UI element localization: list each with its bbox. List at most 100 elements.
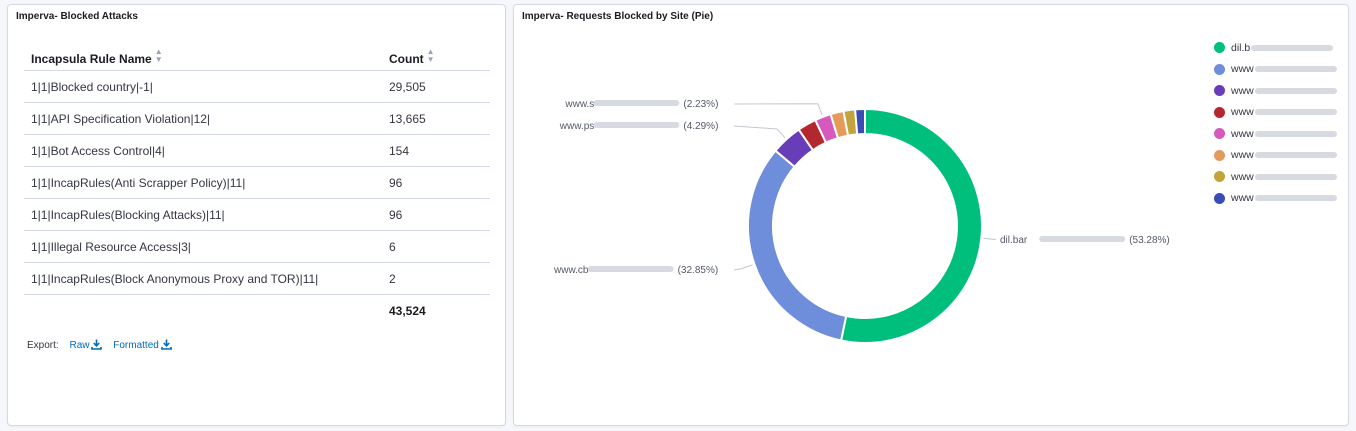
- requests-by-site-panel: Imperva- Requests Blocked by Site (Pie) …: [513, 4, 1349, 426]
- label-leader-line: [983, 237, 997, 241]
- slice-label-name: www.s: [564, 99, 594, 110]
- redacted-text: [1254, 66, 1337, 73]
- table-row: 1|1|Bot Access Control|4| 154: [24, 134, 490, 167]
- export-label: Export:: [27, 340, 59, 351]
- export-bar: Export: Raw Formatted: [27, 339, 172, 351]
- sort-icon[interactable]: ▲ ▼: [154, 46, 163, 64]
- table-row: 1|1|IncapRules(Block Anonymous Proxy and…: [24, 262, 490, 295]
- legend-swatch: [1214, 106, 1225, 118]
- redacted-text: [1254, 87, 1337, 94]
- legend-item[interactable]: www: [1214, 123, 1337, 145]
- legend-item[interactable]: www: [1214, 59, 1337, 81]
- legend-label: www: [1231, 106, 1254, 119]
- legend-swatch: [1214, 42, 1225, 54]
- legend-label: www: [1231, 127, 1254, 140]
- slice-label: www.cb (32.85%): [553, 265, 718, 276]
- redacted-text: [1039, 236, 1126, 242]
- panel-title: Imperva- Requests Blocked by Site (Pie): [522, 11, 714, 22]
- download-icon: [91, 339, 103, 350]
- export-raw-label: Raw: [69, 340, 90, 351]
- slice-label-percent: (4.29%): [683, 121, 718, 132]
- column-header-rule-name[interactable]: Incapsula Rule Name▲ ▼: [24, 43, 382, 71]
- export-formatted-link[interactable]: Formatted: [113, 339, 172, 351]
- rule-name-cell: 1|1|Bot Access Control|4|: [24, 134, 382, 167]
- rules-table: Incapsula Rule Name▲ ▼ Count▲ ▼ 1|1|Blocke…: [24, 43, 490, 326]
- legend-item[interactable]: www: [1214, 166, 1337, 188]
- redacted-text: [593, 122, 680, 128]
- legend-swatch: [1214, 128, 1225, 140]
- redacted-text: [1254, 152, 1337, 159]
- legend-swatch: [1214, 63, 1225, 75]
- sort-icon[interactable]: ▲ ▼: [426, 46, 435, 64]
- legend-item[interactable]: www: [1214, 80, 1337, 102]
- pie-chart: dil.bar (53.28%) www.cb (32.85%) www.ps (4.29…: [553, 99, 1170, 344]
- download-icon: [161, 339, 172, 350]
- label-leader-line: [733, 264, 753, 271]
- label-leader-line: [733, 103, 823, 116]
- table-header-row: Incapsula Rule Name▲ ▼ Count▲ ▼: [24, 43, 490, 71]
- label-leader-line: [733, 125, 786, 139]
- legend-label: www: [1231, 63, 1254, 76]
- legend-item[interactable]: www: [1214, 145, 1337, 167]
- slice-label-percent: (53.28%): [1129, 235, 1170, 246]
- slice-label-name: www.ps: [559, 121, 594, 132]
- redacted-text: [1254, 109, 1337, 116]
- legend-label: www: [1231, 149, 1254, 162]
- rule-name-cell: 1|1|Illegal Resource Access|3|: [24, 230, 382, 263]
- legend-swatch: [1214, 192, 1225, 204]
- legend-swatch: [1214, 171, 1225, 183]
- count-cell: 2: [382, 262, 490, 295]
- slice-label: www.ps (4.29%): [559, 121, 719, 132]
- redacted-text: [593, 100, 680, 106]
- slice-label-percent: (32.85%): [678, 265, 719, 276]
- rule-name-cell: 1|1|Blocked country|-1|: [24, 70, 382, 103]
- table-row: 1|1|IncapRules(Anti Scrapper Policy)|11|…: [24, 166, 490, 199]
- table-row: 1|1|Illegal Resource Access|3| 6: [24, 230, 490, 263]
- pie-slice[interactable]: [839, 107, 983, 344]
- pie-slice[interactable]: [747, 149, 848, 342]
- total-label-cell: [24, 295, 382, 327]
- count-cell: 96: [382, 198, 490, 231]
- legend-swatch: [1214, 85, 1225, 97]
- redacted-text: [1254, 173, 1337, 180]
- slice-label: www.s (2.23%): [564, 99, 718, 110]
- column-label: Incapsula Rule Name: [31, 51, 152, 66]
- pie-slice[interactable]: [854, 107, 866, 136]
- column-label: Count: [389, 51, 424, 66]
- blocked-attacks-panel: Imperva- Blocked Attacks Incapsula Rule …: [7, 4, 506, 426]
- panel-title: Imperva- Blocked Attacks: [16, 11, 138, 22]
- legend-label: www: [1231, 84, 1254, 97]
- table-row: 1|1|Blocked country|-1| 29,505: [24, 70, 490, 103]
- table-row: 1|1|API Specification Violation|12| 13,66…: [24, 102, 490, 135]
- count-cell: 13,665: [382, 102, 490, 135]
- export-formatted-label: Formatted: [113, 340, 159, 351]
- legend-label: dil.b: [1231, 41, 1251, 54]
- total-row: 43,524: [24, 295, 490, 327]
- count-cell: 96: [382, 166, 490, 199]
- rule-name-cell: 1|1|IncapRules(Anti Scrapper Policy)|11|: [24, 166, 382, 199]
- legend-item[interactable]: www: [1214, 188, 1337, 210]
- rule-name-cell: 1|1|IncapRules(Blocking Attacks)|11|: [24, 198, 382, 231]
- rule-name-cell: 1|1|IncapRules(Block Anonymous Proxy and…: [24, 262, 382, 295]
- slice-label: dil.bar (53.28%): [1000, 235, 1170, 246]
- chart-legend: dil.b www www www www www www www: [1214, 37, 1337, 209]
- legend-item[interactable]: www: [1214, 102, 1337, 124]
- rule-name-cell: 1|1|API Specification Violation|12|: [24, 102, 382, 135]
- slice-label-name: www.cb: [553, 265, 589, 276]
- redacted-text: [1254, 195, 1337, 202]
- table-row: 1|1|IncapRules(Blocking Attacks)|11| 96: [24, 198, 490, 231]
- redacted-text: [587, 266, 674, 272]
- legend-item[interactable]: dil.b: [1214, 37, 1337, 59]
- count-cell: 154: [382, 134, 490, 167]
- legend-label: www: [1231, 170, 1254, 183]
- count-cell: 6: [382, 230, 490, 263]
- legend-label: www: [1231, 192, 1254, 205]
- slice-label-name: dil.bar: [1000, 235, 1028, 246]
- legend-swatch: [1214, 149, 1225, 161]
- redacted-text: [1251, 44, 1334, 51]
- redacted-text: [1254, 130, 1337, 137]
- slice-label-percent: (2.23%): [683, 99, 718, 110]
- column-header-count[interactable]: Count▲ ▼: [382, 43, 490, 71]
- export-raw-link[interactable]: Raw: [69, 339, 103, 351]
- total-count: 43,524: [389, 303, 426, 318]
